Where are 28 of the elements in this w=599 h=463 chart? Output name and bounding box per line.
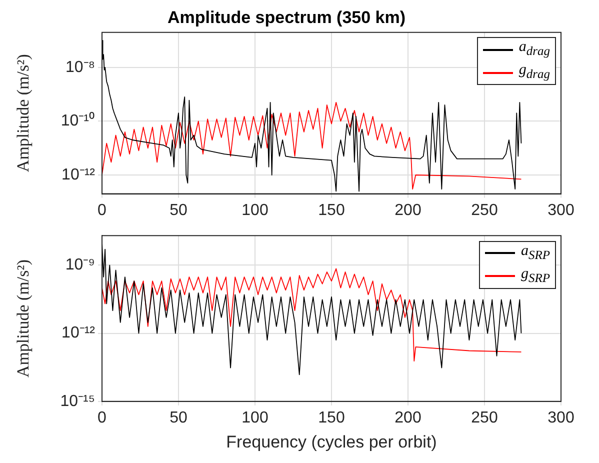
x-tick-label: 50 [170, 409, 188, 426]
y-axis-title: Amplitude (m/s²) [14, 54, 33, 172]
legend-label: g$_{drag}$ [518, 61, 550, 84]
y-tick-label: 10⁻⁸ [65, 58, 95, 76]
x-tick-label: 0 [98, 202, 107, 219]
x-tick-label: 0 [98, 409, 107, 426]
y-tick-label: 10⁻¹² [62, 324, 96, 342]
legend-label: g$_{SRP}$ [520, 264, 550, 287]
x-tick-label: 50 [170, 202, 188, 219]
x-tick-label: 150 [318, 409, 345, 426]
y-tick-label: 10⁻⁹ [65, 256, 95, 274]
chart-title: Amplitude spectrum (350 km) [167, 8, 406, 27]
legend-label: a$_{SRP}$ [520, 242, 550, 264]
y-tick-label: 10⁻¹² [62, 166, 96, 184]
x-tick-label: 100 [242, 202, 268, 219]
y-axis-title: Amplitude (m/s²) [14, 260, 33, 378]
x-tick-label: 100 [242, 409, 268, 426]
x-tick-label: 150 [318, 202, 345, 219]
x-tick-label: 300 [548, 202, 574, 219]
x-tick-label: 250 [471, 409, 498, 426]
x-tick-label: 250 [471, 202, 498, 219]
legend-label: a$_{drag}$ [518, 38, 550, 60]
y-tick-label: 10⁻¹⁰ [60, 112, 95, 130]
x-tick-label: 200 [394, 202, 422, 219]
x-axis-title: Frequency (cycles per orbit) [226, 432, 437, 452]
y-tick-label: 10⁻¹⁵ [60, 392, 95, 410]
x-tick-label: 200 [394, 409, 422, 426]
x-tick-label: 300 [548, 409, 574, 426]
